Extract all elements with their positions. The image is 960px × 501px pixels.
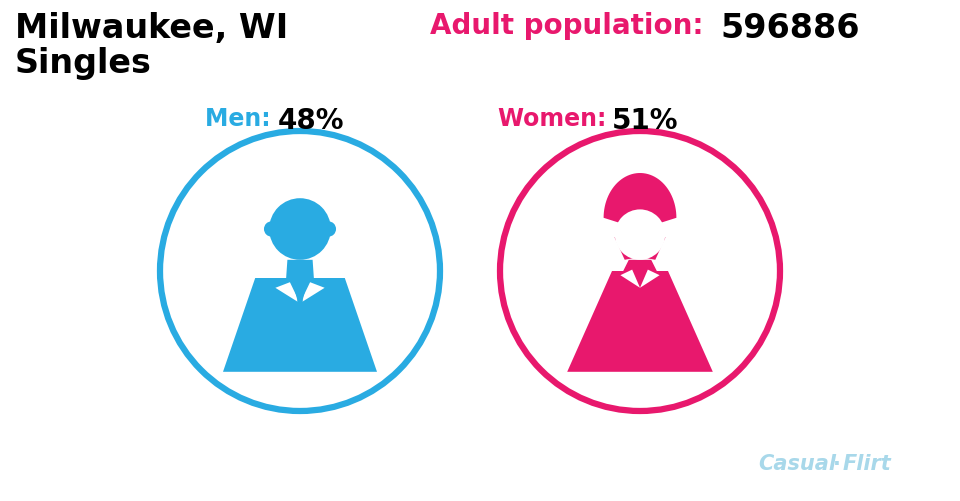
Circle shape xyxy=(264,222,279,237)
Text: 51%: 51% xyxy=(612,107,679,135)
Text: ·: · xyxy=(833,453,841,473)
Polygon shape xyxy=(623,261,657,272)
Text: Women:: Women: xyxy=(498,107,614,131)
Polygon shape xyxy=(294,288,306,334)
Text: Adult population:: Adult population: xyxy=(430,12,713,40)
Circle shape xyxy=(614,210,665,261)
Text: 48%: 48% xyxy=(278,107,345,135)
Polygon shape xyxy=(620,270,640,288)
Text: Singles: Singles xyxy=(15,47,152,80)
Polygon shape xyxy=(223,279,377,372)
Circle shape xyxy=(321,222,336,237)
Polygon shape xyxy=(286,261,314,279)
Text: Men:: Men: xyxy=(205,107,278,131)
Polygon shape xyxy=(300,283,324,304)
Text: Flirt: Flirt xyxy=(843,453,892,473)
Text: 596886: 596886 xyxy=(720,12,859,45)
Circle shape xyxy=(269,199,331,261)
Polygon shape xyxy=(276,283,300,304)
Polygon shape xyxy=(567,272,712,372)
Text: Milwaukee, WI: Milwaukee, WI xyxy=(15,12,288,45)
Text: Casual: Casual xyxy=(758,453,836,473)
Polygon shape xyxy=(604,174,677,261)
Circle shape xyxy=(500,132,780,411)
Polygon shape xyxy=(640,270,660,288)
Circle shape xyxy=(160,132,440,411)
